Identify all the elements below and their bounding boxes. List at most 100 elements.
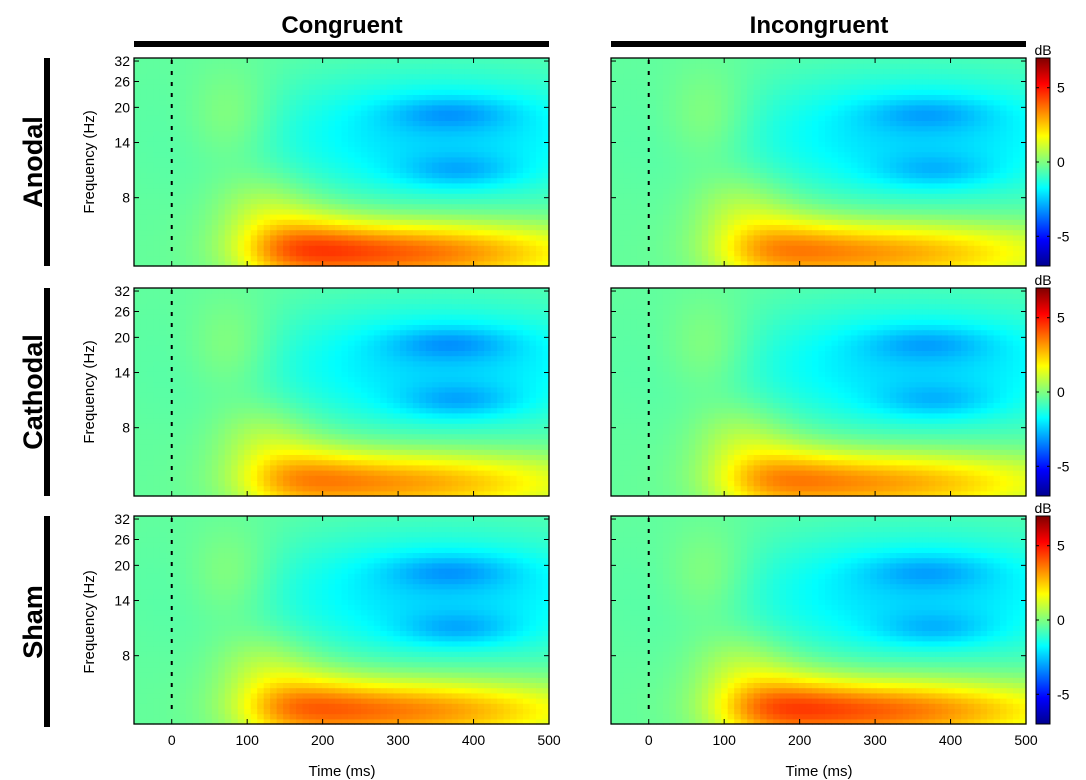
heatmap-cell: [799, 188, 806, 194]
heatmap-cell: [445, 94, 452, 100]
heatmap-cell: [393, 193, 400, 199]
heatmap-cell: [380, 136, 387, 142]
heatmap-cell: [523, 167, 530, 173]
heatmap-cell: [611, 100, 618, 106]
heatmap-cell: [413, 162, 420, 168]
heatmap-cell: [264, 183, 271, 189]
heatmap-cell: [981, 141, 988, 147]
heatmap-cell: [708, 178, 715, 184]
heatmap-cell: [838, 188, 845, 194]
heatmap-cell: [702, 230, 709, 236]
heatmap-cell: [812, 115, 819, 121]
heatmap-cell: [296, 146, 303, 152]
heatmap-cell: [348, 209, 355, 215]
heatmap-cell: [303, 219, 310, 225]
heatmap-cell: [374, 89, 381, 95]
heatmap-cell: [439, 115, 446, 121]
heatmap-cell: [160, 188, 167, 194]
heatmap-cell: [961, 245, 968, 251]
heatmap-cell: [361, 68, 368, 74]
heatmap-cell: [517, 219, 524, 225]
heatmap-cell: [303, 230, 310, 236]
heatmap-cell: [702, 115, 709, 121]
heatmap-cell: [630, 146, 637, 152]
heatmap-cell: [283, 120, 290, 126]
heatmap-cell: [504, 162, 511, 168]
heatmap-cell: [199, 152, 206, 158]
heatmap-cell: [929, 193, 936, 199]
heatmap-cell: [780, 245, 787, 251]
heatmap-cell: [702, 183, 709, 189]
heatmap-cell: [205, 146, 212, 152]
heatmap-cell: [721, 105, 728, 111]
heatmap-cell: [316, 224, 323, 230]
heatmap-cell: [812, 152, 819, 158]
heatmap-cell: [760, 204, 767, 210]
heatmap-cell: [406, 110, 413, 116]
heatmap-cell: [981, 94, 988, 100]
heatmap-cell: [380, 204, 387, 210]
heatmap-cell: [981, 68, 988, 74]
heatmap-cell: [669, 188, 676, 194]
heatmap-cell: [981, 219, 988, 225]
heatmap-cell: [458, 110, 465, 116]
heatmap-cell: [961, 110, 968, 116]
heatmap-cell: [238, 245, 245, 251]
heatmap-cell: [393, 58, 400, 64]
heatmap-cell: [883, 256, 890, 262]
heatmap-cell: [812, 224, 819, 230]
heatmap-cell: [955, 214, 962, 220]
heatmap-cell: [354, 141, 361, 147]
heatmap-cell: [439, 209, 446, 215]
heatmap-cell: [316, 235, 323, 241]
heatmap-cell: [877, 167, 884, 173]
heatmap-cell: [728, 198, 735, 204]
heatmap-cell: [406, 235, 413, 241]
heatmap-cell: [393, 146, 400, 152]
heatmap-cell: [153, 235, 160, 241]
heatmap-cell: [205, 120, 212, 126]
heatmap-cell: [890, 63, 897, 69]
heatmap-cell: [760, 84, 767, 90]
heatmap-cell: [192, 100, 199, 106]
ylabel-sham: Frequency (Hz): [81, 570, 98, 673]
heatmap-cell: [721, 219, 728, 225]
heatmap-cell: [864, 68, 871, 74]
heatmap-cell: [523, 105, 530, 111]
heatmap-cell: [361, 172, 368, 178]
heatmap-cell: [153, 79, 160, 85]
heatmap-cell: [825, 183, 832, 189]
heatmap-cell: [179, 209, 186, 215]
heatmap-cell: [264, 89, 271, 95]
heatmap-cell: [682, 74, 689, 80]
heatmap-cell: [877, 79, 884, 85]
heatmap-cell: [413, 63, 420, 69]
heatmap-cell: [238, 172, 245, 178]
heatmap-cell: [218, 131, 225, 137]
heatmap-cell: [244, 178, 251, 184]
heatmap-cell: [864, 178, 871, 184]
heatmap-cell: [799, 245, 806, 251]
heatmap-cell: [624, 79, 631, 85]
heatmap-cell: [329, 245, 336, 251]
heatmap-cell: [812, 230, 819, 236]
heatmap-cell: [663, 245, 670, 251]
heatmap-cell: [851, 209, 858, 215]
heatmap-cell: [147, 204, 154, 210]
heatmap-cell: [380, 115, 387, 121]
heatmap-cell: [935, 89, 942, 95]
heatmap-cell: [806, 141, 813, 147]
heatmap-cell: [760, 89, 767, 95]
heatmap-cell: [257, 131, 264, 137]
heatmap-cell: [413, 94, 420, 100]
heatmap-cell: [205, 198, 212, 204]
heatmap-cell: [264, 120, 271, 126]
heatmap-cell: [478, 162, 485, 168]
heatmap-cell: [478, 256, 485, 262]
heatmap-cell: [361, 198, 368, 204]
heatmap-cell: [393, 162, 400, 168]
heatmap-cell: [734, 188, 741, 194]
heatmap-cell: [354, 120, 361, 126]
heatmap-cell: [870, 240, 877, 246]
heatmap-cell: [374, 152, 381, 158]
